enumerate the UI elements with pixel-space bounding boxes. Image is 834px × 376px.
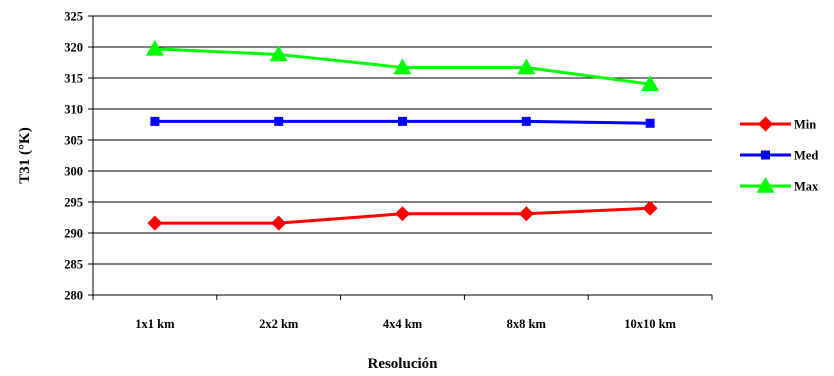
axes (88, 15, 713, 300)
legend-label-min: Min (794, 118, 816, 132)
data-point-med (274, 116, 284, 126)
y-tick-label: 315 (64, 72, 83, 86)
y-tick-label: 325 (64, 10, 83, 24)
y-tick-label: 310 (64, 103, 83, 117)
data-point-min (642, 200, 658, 216)
series-med (150, 116, 655, 128)
legend-marker-min (758, 116, 773, 132)
data-point-max (393, 58, 412, 75)
gridlines (93, 15, 712, 265)
y-tick-label: 305 (64, 134, 83, 148)
x-tick-label: 1x1 km (135, 317, 175, 331)
y-tick-label: 295 (64, 196, 83, 210)
y-tick-label: 320 (64, 41, 83, 55)
data-point-max (517, 58, 536, 75)
legend-item-med: Med (740, 149, 818, 163)
data-point-min (271, 215, 287, 231)
y-tick-label: 290 (64, 227, 83, 241)
series (145, 39, 660, 231)
x-axis-title: Resolución (367, 356, 438, 372)
legend-label-med: Med (794, 149, 818, 163)
x-tick-label: 8x8 km (507, 317, 547, 331)
y-tick-label: 285 (64, 258, 83, 272)
data-point-min (518, 206, 534, 222)
data-point-med (150, 116, 160, 126)
legend-marker-med (761, 150, 770, 160)
x-tick-label: 4x4 km (383, 317, 423, 331)
x-tick-label: 10x10 km (624, 317, 676, 331)
legend-item-min: Min (740, 116, 816, 132)
y-tick-label: 280 (64, 289, 83, 303)
data-point-min (147, 215, 163, 231)
y-tick-label: 300 (64, 165, 83, 179)
data-point-med (521, 116, 531, 126)
x-tick-label: 2x2 km (259, 317, 299, 331)
data-point-med (398, 116, 407, 126)
legend-label-max: Max (794, 180, 819, 194)
data-point-med (645, 118, 655, 128)
series-max (145, 39, 660, 91)
legend-item-max: Max (740, 177, 819, 194)
data-point-min (395, 206, 410, 222)
data-point-max (641, 75, 660, 91)
data-point-max (145, 39, 164, 56)
y-axis-title: T31 (°K) (17, 127, 33, 183)
data-point-max (269, 45, 288, 62)
legend-marker-max (756, 177, 775, 193)
tick-labels: 280 285 290 295 300 305 310 315 320 325 1x1 km 2x2 … (64, 10, 676, 332)
legend: Min Med Max (740, 116, 819, 194)
series-min (147, 200, 658, 231)
